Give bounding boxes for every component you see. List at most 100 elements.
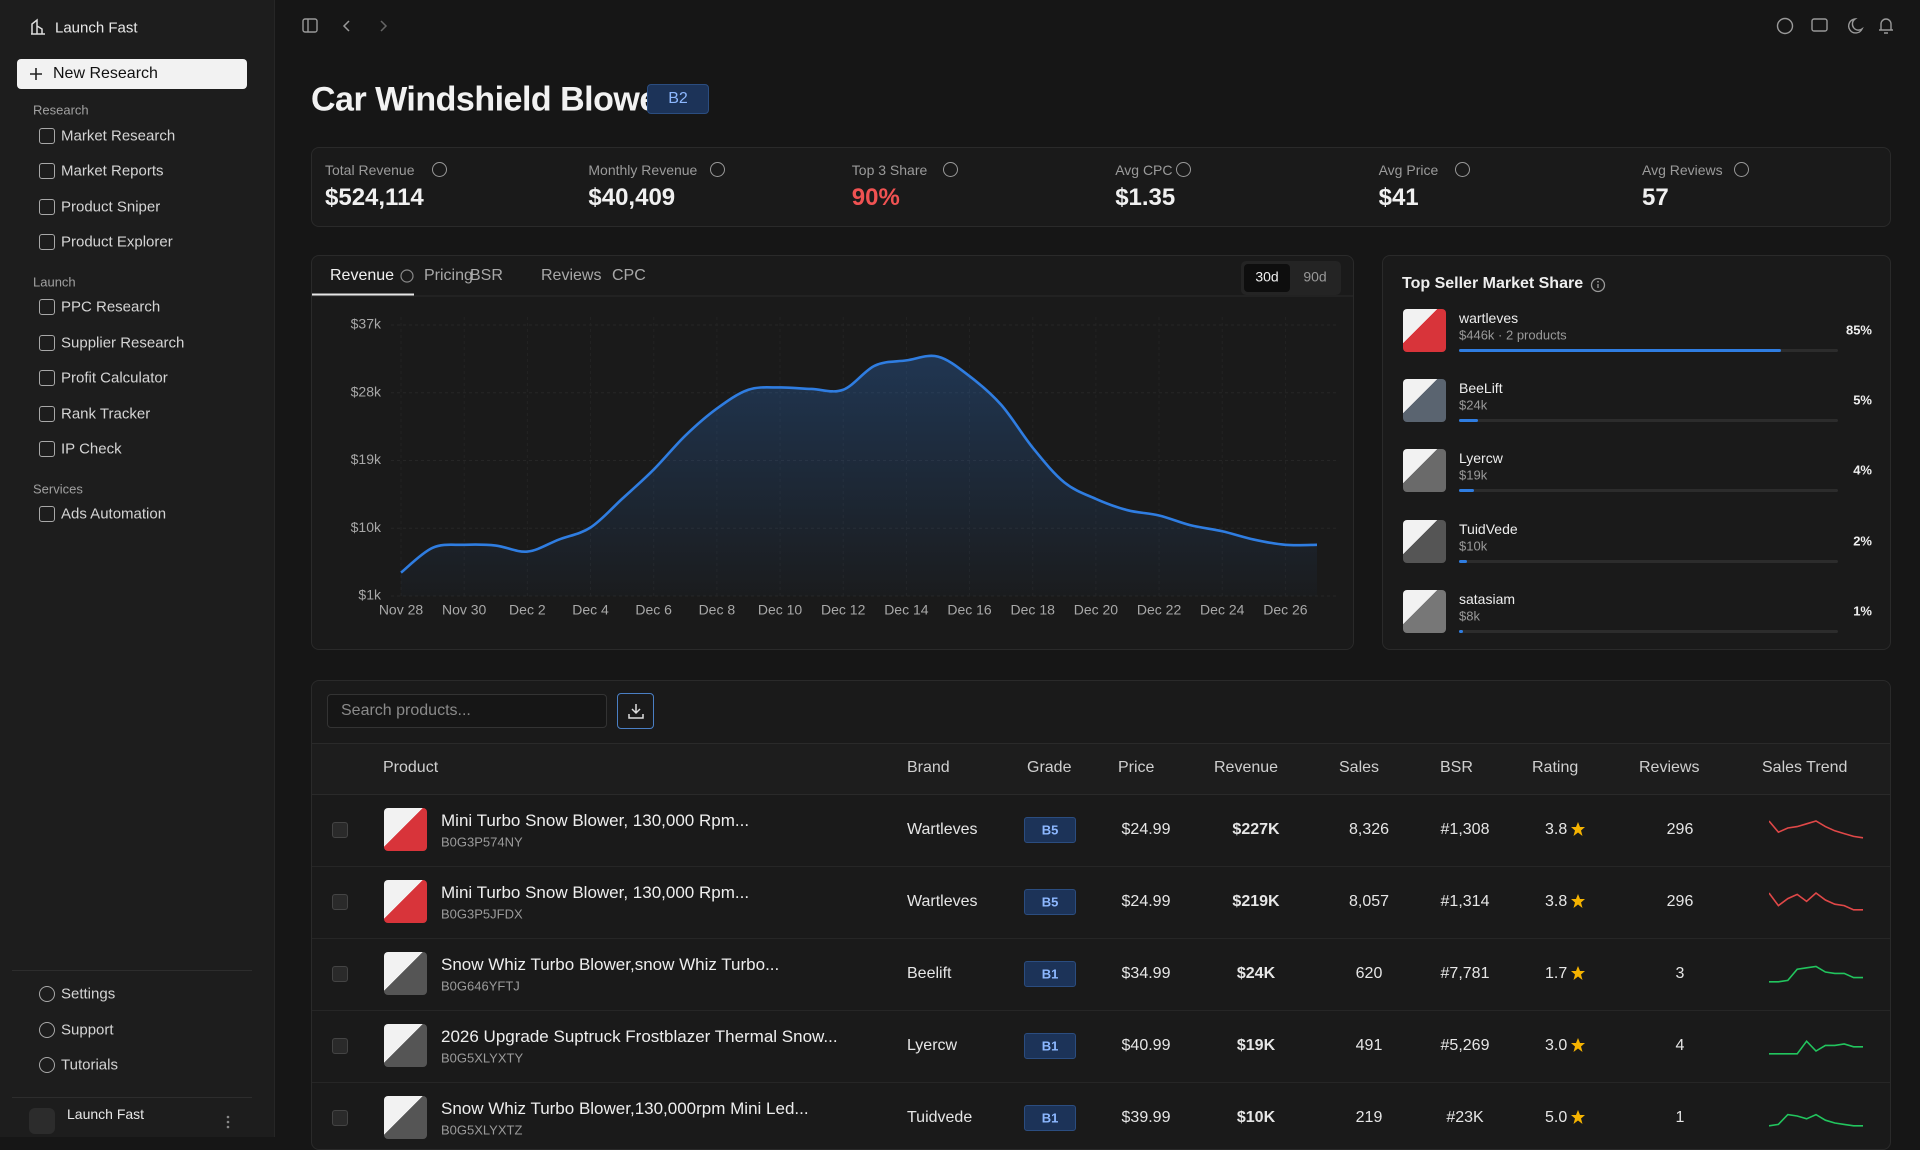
column-header[interactable]: Rating [1532, 759, 1579, 776]
row-divider [312, 938, 1890, 939]
section-label[interactable]: Launch [33, 274, 76, 290]
nav-item[interactable]: Rank Tracker [61, 405, 151, 423]
column-header[interactable]: Sales [1339, 759, 1380, 776]
product-name[interactable]: Mini Turbo Snow Blower, 130,000 Rpm... [441, 883, 750, 902]
chart-tab[interactable]: BSR [470, 267, 503, 284]
nav-item[interactable]: Product Sniper [61, 198, 161, 216]
column-header[interactable]: Revenue [1214, 759, 1279, 776]
cell-revenue: $24K [1236, 965, 1276, 982]
row-checkbox[interactable] [332, 966, 348, 982]
cell-brand: Tuidvede [907, 1109, 973, 1126]
seller-detail: $8k [1459, 608, 1480, 624]
rating-star [1571, 822, 1585, 836]
y-tick-label: $28k [351, 383, 382, 399]
info-icon[interactable] [1455, 162, 1470, 177]
metrics-card: Total Revenue $524,114 Monthly Revenue $40,… [311, 147, 1891, 227]
seller-thumb [1403, 309, 1446, 352]
nav-item[interactable]: Market Research [61, 127, 176, 145]
section-label[interactable]: Services [33, 481, 83, 497]
x-tick-label: Dec 24 [1200, 602, 1245, 618]
cell-reviews: 296 [1666, 893, 1694, 910]
info-icon[interactable] [400, 269, 414, 283]
feedback-icon[interactable] [1811, 18, 1828, 32]
info-icon[interactable] [943, 162, 959, 177]
nav-icon [39, 163, 55, 179]
info-icon[interactable] [431, 162, 447, 177]
column-header[interactable]: BSR [1440, 759, 1473, 776]
download-button[interactable] [617, 693, 654, 729]
bell-icon[interactable] [1879, 18, 1893, 34]
star [1571, 966, 1585, 980]
x-tick-label: Dec 14 [884, 602, 929, 618]
rating-value: 3.8 [1545, 821, 1568, 838]
info-icon[interactable] [710, 162, 726, 177]
cell-reviews: 3 [1675, 965, 1685, 982]
nav-item[interactable]: Product Explorer [61, 233, 173, 251]
cell-brand: Lyercw [907, 1037, 958, 1054]
nav-item[interactable]: Market Reports [61, 162, 164, 180]
row-checkbox[interactable] [332, 1110, 348, 1126]
column-header[interactable]: Reviews [1639, 759, 1700, 776]
row-checkbox[interactable] [332, 1038, 348, 1054]
nav-item[interactable]: Settings [61, 985, 116, 1003]
grade-badge: B5 [1024, 889, 1076, 915]
nav-icon [39, 234, 55, 250]
product-name[interactable]: Snow Whiz Turbo Blower,snow Whiz Turbo..… [441, 955, 780, 974]
grade-badge: B2 [647, 84, 709, 114]
nav-item[interactable]: Tutorials [61, 1056, 118, 1074]
cell-reviews: 1 [1675, 1109, 1685, 1126]
back-icon[interactable] [342, 20, 350, 32]
grade-text: B1 [1041, 1110, 1059, 1126]
column-header[interactable]: Sales Trend [1762, 759, 1848, 776]
info-icon[interactable] [1176, 162, 1192, 177]
sidebar-toggle[interactable] [302, 18, 318, 33]
share-bar [1459, 629, 1463, 633]
y-tick-label: $10k [351, 519, 382, 535]
row-checkbox[interactable] [332, 822, 348, 838]
chart-tab[interactable]: Revenue [330, 267, 394, 284]
chart-tab[interactable]: Reviews [541, 267, 601, 284]
range-option[interactable]: 90d [1303, 269, 1326, 285]
product-name[interactable]: Snow Whiz Turbo Blower,130,000rpm Mini L… [441, 1099, 809, 1118]
grade-badge: B1 [1024, 1033, 1076, 1059]
column-header[interactable]: Grade [1027, 759, 1072, 776]
sparkline [1769, 1039, 1863, 1055]
search-input[interactable]: Search products... [327, 694, 607, 728]
chart-tab[interactable]: Pricing [424, 267, 473, 284]
x-tick-label: Dec 10 [758, 602, 803, 618]
x-tick-label: Dec 6 [635, 602, 672, 618]
column-header[interactable]: Brand [907, 759, 950, 776]
nav-item[interactable]: Ads Automation [61, 505, 167, 523]
product-name[interactable]: 2026 Upgrade Suptruck Frostblazer Therma… [441, 1027, 838, 1046]
forward-icon[interactable] [380, 20, 388, 32]
area-fill [401, 355, 1317, 596]
help-icon[interactable] [1776, 17, 1794, 35]
info-icon[interactable] [1733, 162, 1749, 177]
seller-detail: $10k [1459, 538, 1488, 554]
sparkline [1769, 820, 1864, 839]
row-checkbox[interactable] [332, 894, 348, 910]
x-tick-label: Dec 12 [821, 602, 866, 618]
nav-item[interactable]: PPC Research [61, 298, 161, 316]
range-option[interactable]: 30d [1255, 269, 1278, 285]
user-name[interactable]: Launch Fast [67, 1106, 145, 1122]
nav-item[interactable]: Supplier Research [61, 334, 185, 352]
nav-item[interactable]: Support [61, 1021, 114, 1039]
seller-name: satasiam [1459, 590, 1516, 607]
column-header[interactable]: Price [1118, 759, 1155, 776]
info-icon[interactable] [1590, 277, 1606, 293]
seller-thumb [1403, 589, 1446, 633]
metric-label: Avg Reviews [1642, 162, 1723, 178]
menu-dots[interactable] [226, 1114, 230, 1130]
new-research-button[interactable]: New Research [17, 59, 247, 89]
share-bar [1459, 559, 1467, 563]
theme-icon[interactable] [1847, 18, 1864, 34]
section-label[interactable]: Research [33, 102, 89, 118]
table-header [312, 743, 1890, 795]
nav-item[interactable]: Profit Calculator [61, 369, 168, 387]
nav-item[interactable]: IP Check [61, 440, 122, 458]
seller-detail: $19k [1459, 467, 1488, 483]
product-name[interactable]: Mini Turbo Snow Blower, 130,000 Rpm... [441, 811, 750, 830]
chart-tab[interactable]: CPC [612, 267, 646, 284]
